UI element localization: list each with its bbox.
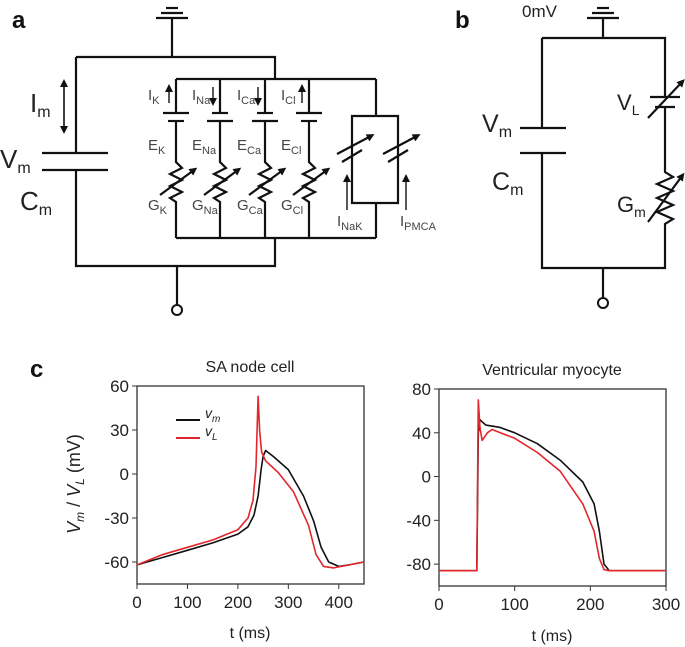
cm-label: Cm bbox=[20, 186, 52, 219]
nak-pump-icon bbox=[336, 134, 375, 163]
variable-battery-icon bbox=[647, 79, 685, 119]
ion-channel-branch: ICa ECa GCa bbox=[237, 79, 287, 238]
variable-resistor-icon bbox=[256, 158, 274, 238]
series-line-vl bbox=[136, 395, 365, 569]
panel-label-a: a bbox=[12, 7, 26, 34]
x-axis-label: t (ms) bbox=[532, 628, 573, 645]
terminal-icon bbox=[171, 304, 183, 316]
panel-label-c: c bbox=[30, 356, 43, 383]
series-line-vm bbox=[136, 449, 365, 568]
ion-channel-branch: IK EK GK bbox=[148, 79, 198, 238]
sa-node-chart: SA node cell t (ms) Vm / VL (mV) vm vL 0… bbox=[64, 359, 365, 642]
capacitor-icon bbox=[42, 151, 108, 172]
series-line-vl bbox=[439, 399, 666, 572]
reversal-potential-label: ECl bbox=[281, 137, 301, 157]
x-axis-label: t (ms) bbox=[230, 625, 271, 642]
y-tick-label: 30 bbox=[110, 421, 129, 440]
im-label: Im bbox=[30, 88, 51, 121]
conductance-label: GK bbox=[148, 197, 168, 217]
x-tick-label: 200 bbox=[224, 593, 252, 612]
x-tick-label: 300 bbox=[652, 595, 680, 614]
ipmca-label: IPMCA bbox=[400, 213, 437, 233]
variable-resistor-icon bbox=[211, 158, 229, 238]
pmca-pump-icon bbox=[382, 134, 421, 163]
variable-arrow-icon bbox=[248, 167, 287, 196]
reversal-potential-label: ECa bbox=[237, 137, 262, 157]
variable-resistor-icon bbox=[647, 168, 685, 228]
reversal-potential-label: EK bbox=[148, 137, 166, 157]
y-tick-label: 60 bbox=[110, 377, 129, 396]
x-tick-label: 100 bbox=[173, 593, 201, 612]
y-tick-label: -60 bbox=[104, 553, 129, 572]
vl-label: VL bbox=[617, 90, 640, 118]
y-tick-label: -30 bbox=[104, 509, 129, 528]
x-tick-label: 300 bbox=[274, 593, 302, 612]
cm-label: Cm bbox=[492, 168, 523, 199]
y-tick-label: 80 bbox=[412, 380, 431, 399]
current-label: INa bbox=[192, 87, 211, 107]
chart-title: Ventricular myocyte bbox=[482, 362, 622, 379]
ion-channel-branch: ICl ECl GCl bbox=[281, 79, 331, 238]
inak-label: INaK bbox=[337, 213, 363, 233]
plot-frame bbox=[438, 388, 667, 587]
ventricular-myocyte-chart: Ventricular myocyte t (ms) 0 100 200 300 -80… bbox=[406, 362, 680, 645]
vm-label: Vm bbox=[0, 144, 31, 177]
reversal-potential-label: ENa bbox=[192, 137, 217, 157]
series-line-vm bbox=[439, 418, 666, 572]
variable-arrow-icon bbox=[159, 167, 198, 196]
current-label: ICl bbox=[281, 87, 296, 107]
x-tick-label: 400 bbox=[325, 593, 353, 612]
y-axis-label: Vm / VL (mV) bbox=[64, 434, 87, 534]
y-tick-label: -40 bbox=[406, 511, 431, 530]
vm-label: Vm bbox=[482, 110, 512, 141]
capacitor-icon bbox=[520, 126, 566, 155]
gm-label: Gm bbox=[617, 192, 646, 220]
variable-resistor-icon bbox=[300, 158, 318, 238]
plot-frame bbox=[136, 385, 365, 585]
y-tick-label: 40 bbox=[412, 424, 431, 443]
ion-channel-branch: INa ENa GNa bbox=[192, 79, 242, 238]
variable-arrow-icon bbox=[292, 167, 331, 196]
circuit-b: 0mV Vm Cm VL Gm bbox=[482, 2, 685, 309]
x-tick-label: 0 bbox=[434, 595, 443, 614]
legend-label-vm: vm bbox=[205, 405, 220, 425]
conductance-label: GNa bbox=[192, 197, 219, 217]
legend-label-vl: vL bbox=[205, 423, 218, 443]
y-tick-label: -80 bbox=[406, 555, 431, 574]
y-tick-label: 0 bbox=[422, 468, 431, 487]
legend: vm vL bbox=[176, 405, 220, 443]
variable-arrow-icon bbox=[203, 167, 242, 196]
ground-icon bbox=[156, 6, 188, 57]
pump-box bbox=[336, 79, 421, 238]
y-tick-label: 0 bbox=[120, 465, 129, 484]
current-label: IK bbox=[148, 87, 160, 107]
variable-resistor-icon bbox=[167, 158, 185, 238]
ground-voltage-label: 0mV bbox=[522, 2, 558, 21]
conductance-label: GCa bbox=[237, 197, 264, 217]
chart-title: SA node cell bbox=[206, 359, 295, 376]
x-tick-label: 100 bbox=[500, 595, 528, 614]
panel-label-b: b bbox=[455, 7, 470, 34]
x-tick-label: 200 bbox=[576, 595, 604, 614]
terminal-icon bbox=[597, 297, 609, 309]
ground-icon bbox=[587, 6, 619, 38]
x-tick-label: 0 bbox=[132, 593, 141, 612]
conductance-label: GCl bbox=[281, 197, 303, 217]
current-label: ICa bbox=[237, 87, 256, 107]
